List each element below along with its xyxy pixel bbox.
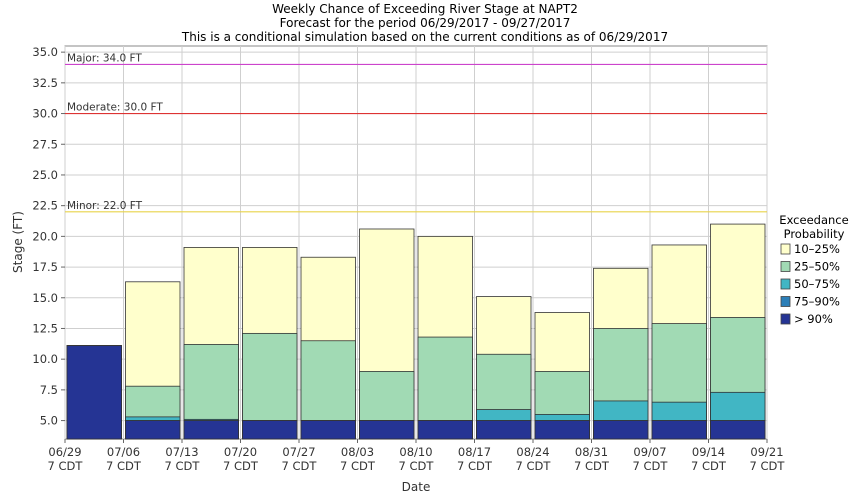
y-tick-label: 5.0: [40, 414, 58, 428]
x-tick-date: 08/10: [399, 445, 432, 459]
legend-swatch: [780, 243, 791, 255]
legend-label: 25–50%: [794, 260, 840, 274]
x-tick-tz: 7 CDT: [106, 459, 142, 473]
x-tick-tz: 7 CDT: [750, 459, 786, 473]
chart-title-line-3: This is a conditional simulation based o…: [181, 30, 668, 44]
bar-segment-over-90: [417, 420, 473, 440]
x-tick-tz: 7 CDT: [633, 459, 669, 473]
y-tick-label: 20.0: [32, 229, 58, 243]
legend-swatch: [780, 261, 791, 272]
y-tick-label: 22.5: [32, 199, 58, 213]
x-axis-label: Date: [402, 480, 431, 494]
y-tick-label: 30.0: [32, 107, 58, 121]
x-tick-tz: 7 CDT: [574, 459, 610, 473]
bar-segment-over-90: [66, 345, 122, 440]
chart-title-line-1: Weekly Chance of Exceeding River Stage a…: [272, 2, 578, 16]
bar-segment-over-90: [183, 420, 239, 440]
x-tick-date: 07/27: [282, 445, 315, 459]
x-tick-date: 09/14: [692, 445, 725, 459]
threshold-lines: Major: 34.0 FT Moderate: 30.0 FT Minor: 22…: [65, 52, 767, 213]
x-tick-tz: 7 CDT: [691, 459, 727, 473]
x-tick-date: 06/29: [48, 445, 81, 459]
x-tick-tz: 7 CDT: [282, 459, 318, 473]
y-tick-label: 12.5: [32, 321, 58, 335]
x-tick-tz: 7 CDT: [48, 459, 84, 473]
x-tick-tz: 7 CDT: [516, 459, 552, 473]
bar-segment-over-90: [476, 420, 532, 440]
legend-swatch: [780, 313, 791, 325]
grid: [64, 46, 768, 439]
y-tick-label: 35.0: [32, 45, 58, 59]
y-tick-label: 25.0: [32, 168, 58, 182]
y-axis-ticks: 35.0 32.5 30.0 27.5 25.0 22.5 20.0 17.5 15.0 12.5…: [32, 45, 65, 428]
legend-swatch: [780, 296, 791, 307]
x-tick-date: 08/17: [458, 445, 491, 459]
legend-label: > 90%: [794, 312, 833, 326]
threshold-label: Minor: 22.0 FT: [67, 200, 143, 212]
y-tick-label: 10.0: [32, 352, 58, 366]
x-tick-tz: 7 CDT: [223, 459, 259, 473]
bar-segment-over-90: [710, 420, 766, 440]
y-tick-label: 15.0: [32, 291, 58, 305]
x-tick-tz: 7 CDT: [457, 459, 493, 473]
x-tick-tz: 7 CDT: [340, 459, 376, 473]
bar-segment-over-90: [300, 420, 356, 440]
legend-label: 75–90%: [794, 295, 840, 309]
threshold-label: Major: 34.0 FT: [67, 52, 142, 64]
legend: Exceedance Probability 10–25% 25–50% 50–75…: [779, 213, 848, 326]
x-tick-date: 08/03: [341, 445, 374, 459]
bar-segment-over-90: [125, 420, 181, 440]
legend-label: 10–25%: [794, 242, 840, 256]
bar-segment-over-90: [242, 420, 298, 440]
bar-segment-over-90: [593, 420, 649, 440]
legend-swatch: [780, 278, 791, 290]
x-tick-date: 07/13: [165, 445, 198, 459]
y-tick-label: 32.5: [32, 76, 58, 90]
x-tick-tz: 7 CDT: [399, 459, 435, 473]
bar-segment-over-90: [534, 420, 590, 440]
x-tick-date: 08/24: [516, 445, 549, 459]
x-tick-date: 07/06: [107, 445, 140, 459]
y-tick-label: 27.5: [32, 137, 58, 151]
bar-segment-over-90: [651, 420, 707, 440]
y-axis-label: Stage (FT): [11, 211, 25, 273]
threshold-label: Moderate: 30.0 FT: [67, 102, 163, 114]
chart-title-line-2: Forecast for the period 06/29/2017 - 09/…: [280, 16, 571, 30]
bars: [66, 223, 766, 440]
legend-title-line-2: Probability: [784, 227, 845, 241]
legend-title-line-1: Exceedance: [779, 213, 848, 227]
bar-segment-over-90: [359, 420, 415, 440]
y-tick-label: 17.5: [32, 260, 58, 274]
x-tick-date: 08/31: [575, 445, 608, 459]
x-tick-date: 09/07: [633, 445, 666, 459]
x-tick-date: 07/20: [224, 445, 257, 459]
x-tick-tz: 7 CDT: [165, 459, 201, 473]
legend-label: 50–75%: [794, 277, 840, 291]
x-tick-date: 09/21: [750, 445, 783, 459]
y-tick-label: 7.5: [40, 383, 58, 397]
